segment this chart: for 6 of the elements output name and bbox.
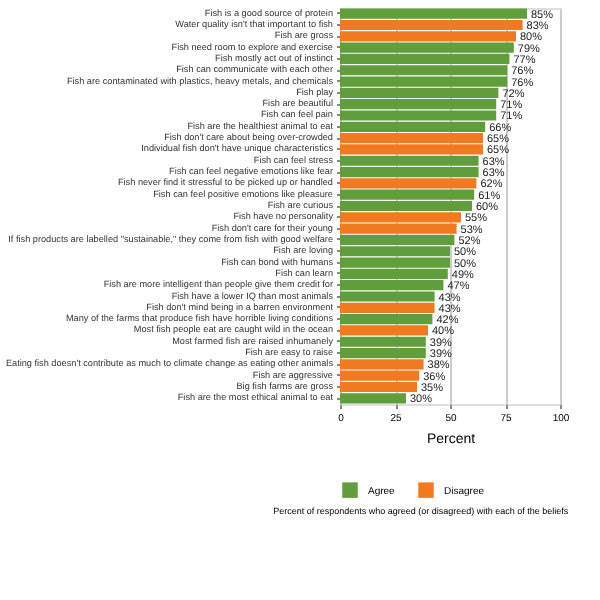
bar <box>340 302 435 313</box>
bar <box>340 178 477 189</box>
bar <box>340 393 406 404</box>
bar <box>340 325 428 336</box>
bar <box>340 314 433 325</box>
bar <box>340 8 527 19</box>
